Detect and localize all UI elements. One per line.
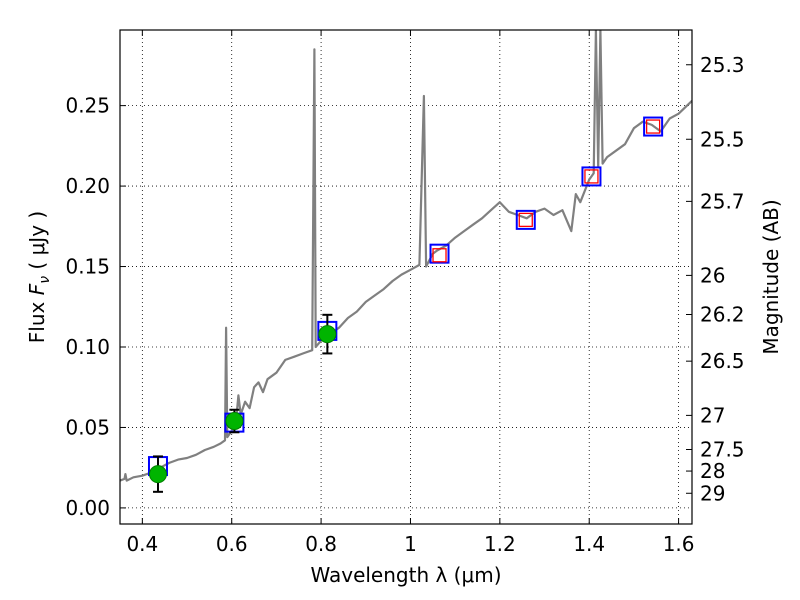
ticks: 0.4 0.6 0.8 1 1.2 1.4 1.6 0.00 0.05 0.10 0.15 0.20 0… xyxy=(65,30,745,556)
y2-axis-title: Magnitude (AB) xyxy=(759,199,783,354)
red-square-marker xyxy=(432,248,447,263)
y-tick-label: 0.00 xyxy=(65,496,110,520)
x-tick-label: 1.2 xyxy=(484,532,516,556)
y2-tick-label: 25.5 xyxy=(700,127,745,151)
green-point-marker xyxy=(148,465,167,484)
x-tick-label: 0.4 xyxy=(126,532,158,556)
y2-tick-label: 29 xyxy=(700,481,725,505)
y-tick-label: 0.15 xyxy=(65,255,110,279)
y-title-flux: Flux xyxy=(25,295,49,343)
x-tick-label: 1.6 xyxy=(663,532,695,556)
green-point-marker xyxy=(318,325,337,344)
green-point-marker xyxy=(225,412,244,431)
y2-tick-label: 25.3 xyxy=(700,53,745,77)
x-tick-label: 1 xyxy=(404,532,417,556)
x-tick-label: 0.8 xyxy=(305,532,337,556)
y-tick-label: 0.20 xyxy=(65,174,110,198)
y-axis-title: Flux Fν ( μJy ) xyxy=(25,211,53,343)
spectrum-line xyxy=(120,30,692,482)
y-title-nu: ν xyxy=(37,276,53,284)
x-tick-label: 1.4 xyxy=(573,532,605,556)
x-tick-label: 0.6 xyxy=(216,532,248,556)
y2-tick-label: 27.5 xyxy=(700,437,745,461)
y2-tick-label: 26.2 xyxy=(700,302,745,326)
x-axis-title: Wavelength λ (μm) xyxy=(310,563,501,587)
red-square-marker xyxy=(645,119,661,134)
y-tick-label: 0.25 xyxy=(65,94,110,118)
y-tick-label: 0.05 xyxy=(65,415,110,439)
blue-square-marker xyxy=(515,209,536,230)
y2-tick-label: 26.5 xyxy=(700,349,745,373)
red-square-marker xyxy=(584,169,599,184)
y2-tick-label: 27 xyxy=(700,403,725,427)
y-tick-label: 0.10 xyxy=(65,335,110,359)
y2-tick-label: 26 xyxy=(700,263,725,287)
y2-tick-label: 28 xyxy=(700,459,725,483)
y2-tick-label: 25.7 xyxy=(700,189,745,213)
y-title-unit: ( μJy ) xyxy=(25,211,49,276)
y-title-f: F xyxy=(25,283,49,295)
spectrum-layer xyxy=(120,30,692,482)
plot-frame xyxy=(119,29,693,525)
blue-square-marker xyxy=(429,243,450,264)
red-square-marker xyxy=(518,212,533,228)
blue-square-marker xyxy=(643,116,664,137)
blue-square-marker xyxy=(581,166,602,187)
photometry-layer xyxy=(147,116,664,493)
